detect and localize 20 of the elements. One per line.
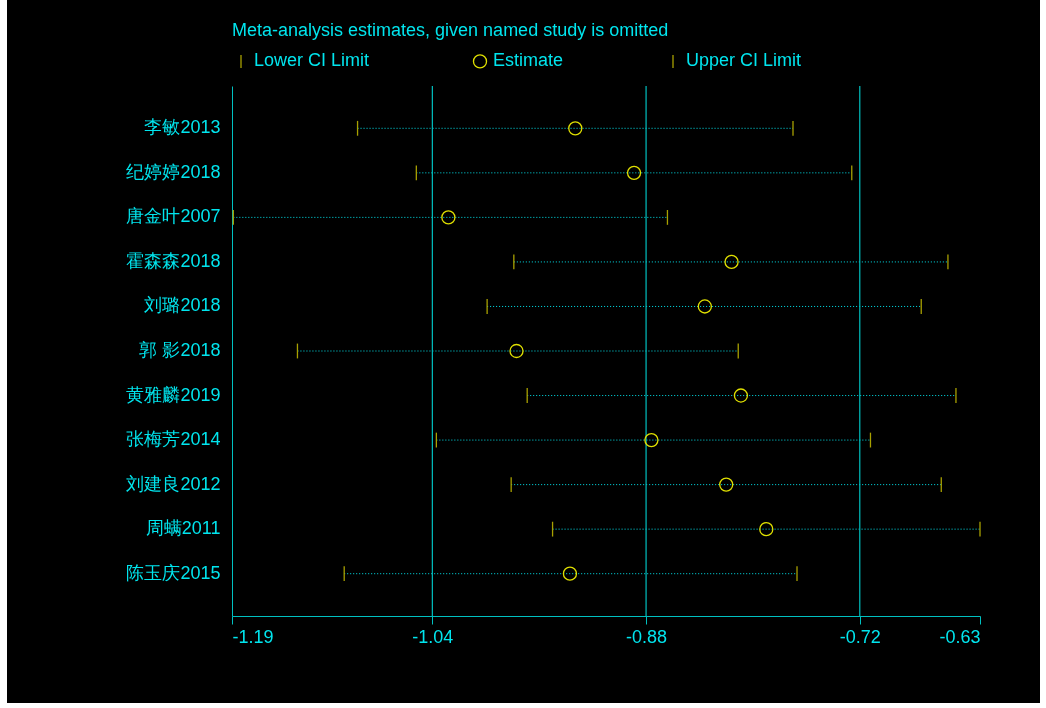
y-tick-label: 霍森森2018	[126, 250, 221, 271]
y-tick-label: 刘建良2012	[126, 473, 221, 494]
x-tick-label: -0.72	[839, 626, 881, 647]
legend-label: Estimate	[493, 50, 564, 71]
legend-label: Lower CI Limit	[254, 50, 370, 71]
x-tick-label: -1.04	[412, 626, 454, 647]
y-tick-label: 陈玉庆2015	[126, 562, 221, 583]
x-tick-label: -1.19	[232, 626, 274, 647]
x-tick-label: -0.88	[626, 626, 668, 647]
y-tick-label: 李敏2013	[144, 117, 221, 138]
y-tick-label: 纪婷婷2018	[126, 161, 221, 182]
y-tick-label: 周螨2011	[145, 518, 221, 539]
y-tick-label: 唐金叶2007	[126, 206, 221, 227]
legend-label: Upper CI Limit	[686, 50, 802, 71]
chart-title: Meta-analysis estimates, given named study is omitted	[232, 20, 669, 40]
x-tick-label: -0.63	[939, 626, 981, 647]
y-tick-label: 刘璐2018	[144, 295, 221, 316]
y-tick-label: 黄雅麟2019	[126, 384, 221, 405]
y-tick-label: 张梅芳2014	[126, 429, 221, 450]
y-tick-label: 郭 影2018	[139, 340, 221, 360]
